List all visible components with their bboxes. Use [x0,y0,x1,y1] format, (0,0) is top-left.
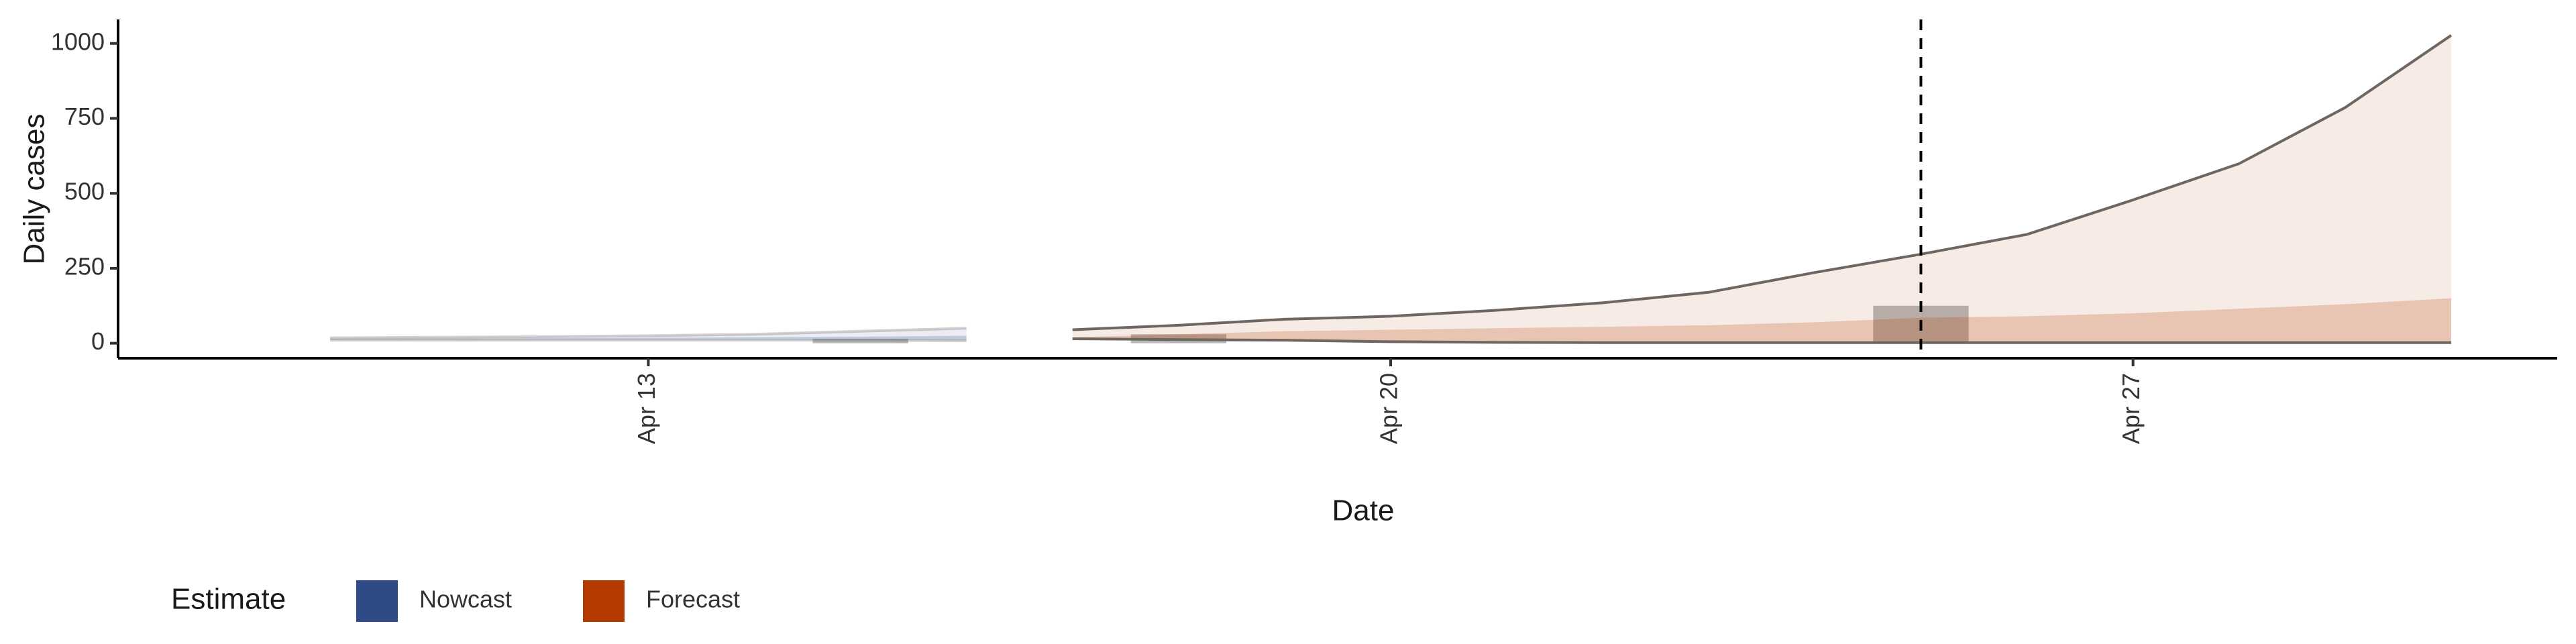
legend-swatch [583,580,625,622]
x-tick-label: Apr 13 [633,373,660,444]
ribbon [1072,298,2451,343]
ribbon-edge [1072,34,2453,331]
ribbon-edge [330,327,967,339]
ribbon-edge [330,339,967,343]
y-tick-label: 750 [64,103,105,130]
reported-bar [812,338,908,343]
ribbon-edge [1072,337,2451,344]
x-axis-title: Date [1332,494,1395,527]
y-tick-label: 250 [64,252,105,280]
legend-label: Forecast [646,586,740,613]
ribbon [330,328,967,341]
y-tick-label: 1000 [51,28,105,55]
y-tick-label: 0 [91,327,105,355]
y-axis-title: Daily cases [18,114,51,265]
x-tick-label: Apr 20 [1375,373,1403,444]
legend-title: Estimate [171,583,286,616]
legend-swatch [356,580,398,622]
ribbon [330,335,967,341]
ribbon [1072,35,2451,343]
x-tick-label: Apr 27 [2117,373,2145,444]
y-tick-label: 500 [64,178,105,205]
legend-label: Nowcast [419,586,512,613]
